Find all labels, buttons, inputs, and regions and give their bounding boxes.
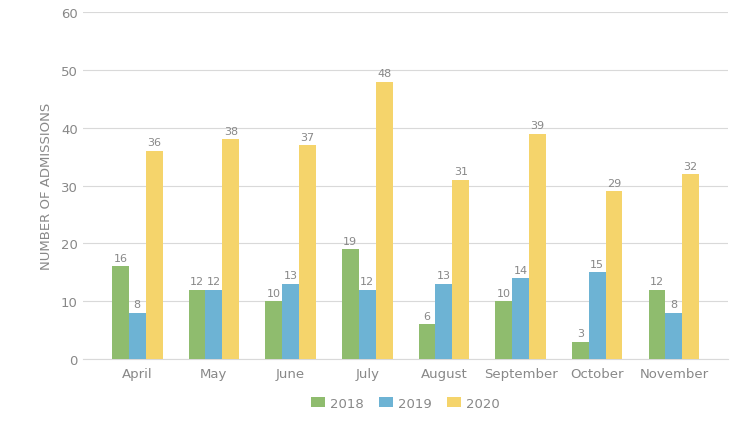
Text: 10: 10	[496, 288, 511, 298]
Bar	[495, 301, 512, 359]
Bar	[572, 342, 589, 359]
Text: 16: 16	[113, 254, 128, 263]
Bar	[146, 152, 162, 359]
Bar	[189, 290, 206, 359]
Bar	[452, 180, 469, 359]
Bar	[342, 250, 359, 359]
Bar	[649, 290, 665, 359]
Bar	[282, 284, 299, 359]
Text: 39: 39	[530, 121, 544, 131]
Text: 8: 8	[670, 300, 677, 310]
Text: 12: 12	[190, 276, 204, 286]
Bar	[299, 146, 316, 359]
Bar	[206, 290, 222, 359]
Text: 10: 10	[267, 288, 281, 298]
Text: 12: 12	[360, 276, 374, 286]
Text: 12: 12	[207, 276, 221, 286]
Text: 13: 13	[437, 271, 451, 281]
Text: 37: 37	[300, 132, 315, 142]
Text: 32: 32	[683, 161, 698, 171]
Bar	[265, 301, 282, 359]
Text: 36: 36	[147, 138, 161, 148]
Y-axis label: NUMBER OF ADMISSIONS: NUMBER OF ADMISSIONS	[40, 103, 53, 269]
Bar	[436, 284, 452, 359]
Text: 3: 3	[577, 328, 584, 339]
Bar	[529, 134, 546, 359]
Text: 15: 15	[590, 259, 604, 269]
Text: 31: 31	[454, 167, 468, 177]
Bar	[682, 175, 699, 359]
Text: 29: 29	[607, 178, 621, 188]
Text: 38: 38	[224, 127, 238, 137]
Text: 14: 14	[514, 265, 528, 275]
Bar	[589, 272, 605, 359]
Text: 6: 6	[424, 311, 430, 321]
Text: 19: 19	[343, 236, 357, 246]
Text: 13: 13	[284, 271, 297, 281]
Text: 8: 8	[134, 300, 141, 310]
Bar	[129, 313, 146, 359]
Bar	[605, 192, 623, 359]
Bar	[665, 313, 682, 359]
Text: 48: 48	[377, 69, 391, 79]
Bar	[222, 140, 240, 359]
Legend: 2018, 2019, 2020: 2018, 2019, 2020	[306, 391, 505, 415]
Text: 12: 12	[650, 276, 664, 286]
Bar	[512, 279, 529, 359]
Bar	[359, 290, 376, 359]
Bar	[418, 325, 436, 359]
Bar	[376, 82, 393, 359]
Bar	[112, 267, 129, 359]
